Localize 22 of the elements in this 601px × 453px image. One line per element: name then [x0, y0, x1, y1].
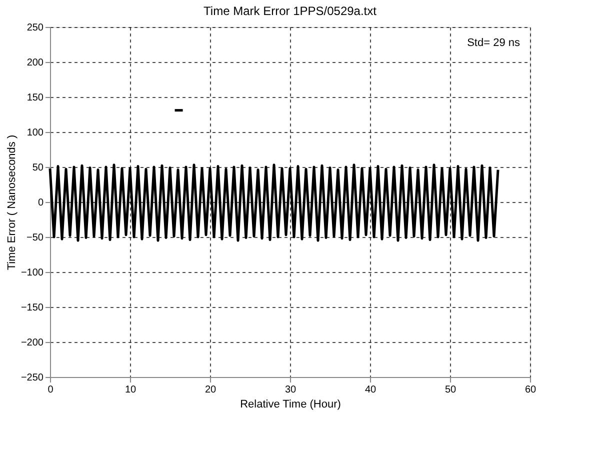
x-tick-label: 40 [364, 384, 376, 396]
y-tick-label: 50 [32, 162, 44, 174]
x-tick-label: 0 [48, 384, 54, 396]
x-tick-label: 10 [124, 384, 136, 396]
y-tick-label: −50 [26, 232, 44, 244]
x-axis-title: Relative Time (Hour) [240, 398, 341, 410]
x-tick-label: 50 [444, 384, 456, 396]
x-tick-label: 20 [204, 384, 216, 396]
y-tick-label: 250 [26, 22, 44, 34]
y-tick-label: 200 [26, 58, 44, 68]
y-tick-label: 0 [38, 198, 44, 208]
x-tick-label: 60 [524, 384, 536, 396]
x-tick-label: 30 [284, 384, 296, 396]
y-tick-label: −100 [20, 268, 44, 278]
y-tick-label: −250 [20, 372, 44, 384]
annotation: Std= 29 ns [467, 37, 520, 49]
y-tick-label: 100 [26, 128, 44, 138]
y-axis-title: Time Error ( Nanoseconds ) [6, 134, 18, 270]
y-tick-label: −150 [20, 302, 44, 314]
chart-title: Time Mark Error 1PPS/0529a.txt [204, 4, 378, 18]
y-tick-label: −200 [20, 338, 44, 348]
y-tick-label: 150 [26, 92, 44, 104]
